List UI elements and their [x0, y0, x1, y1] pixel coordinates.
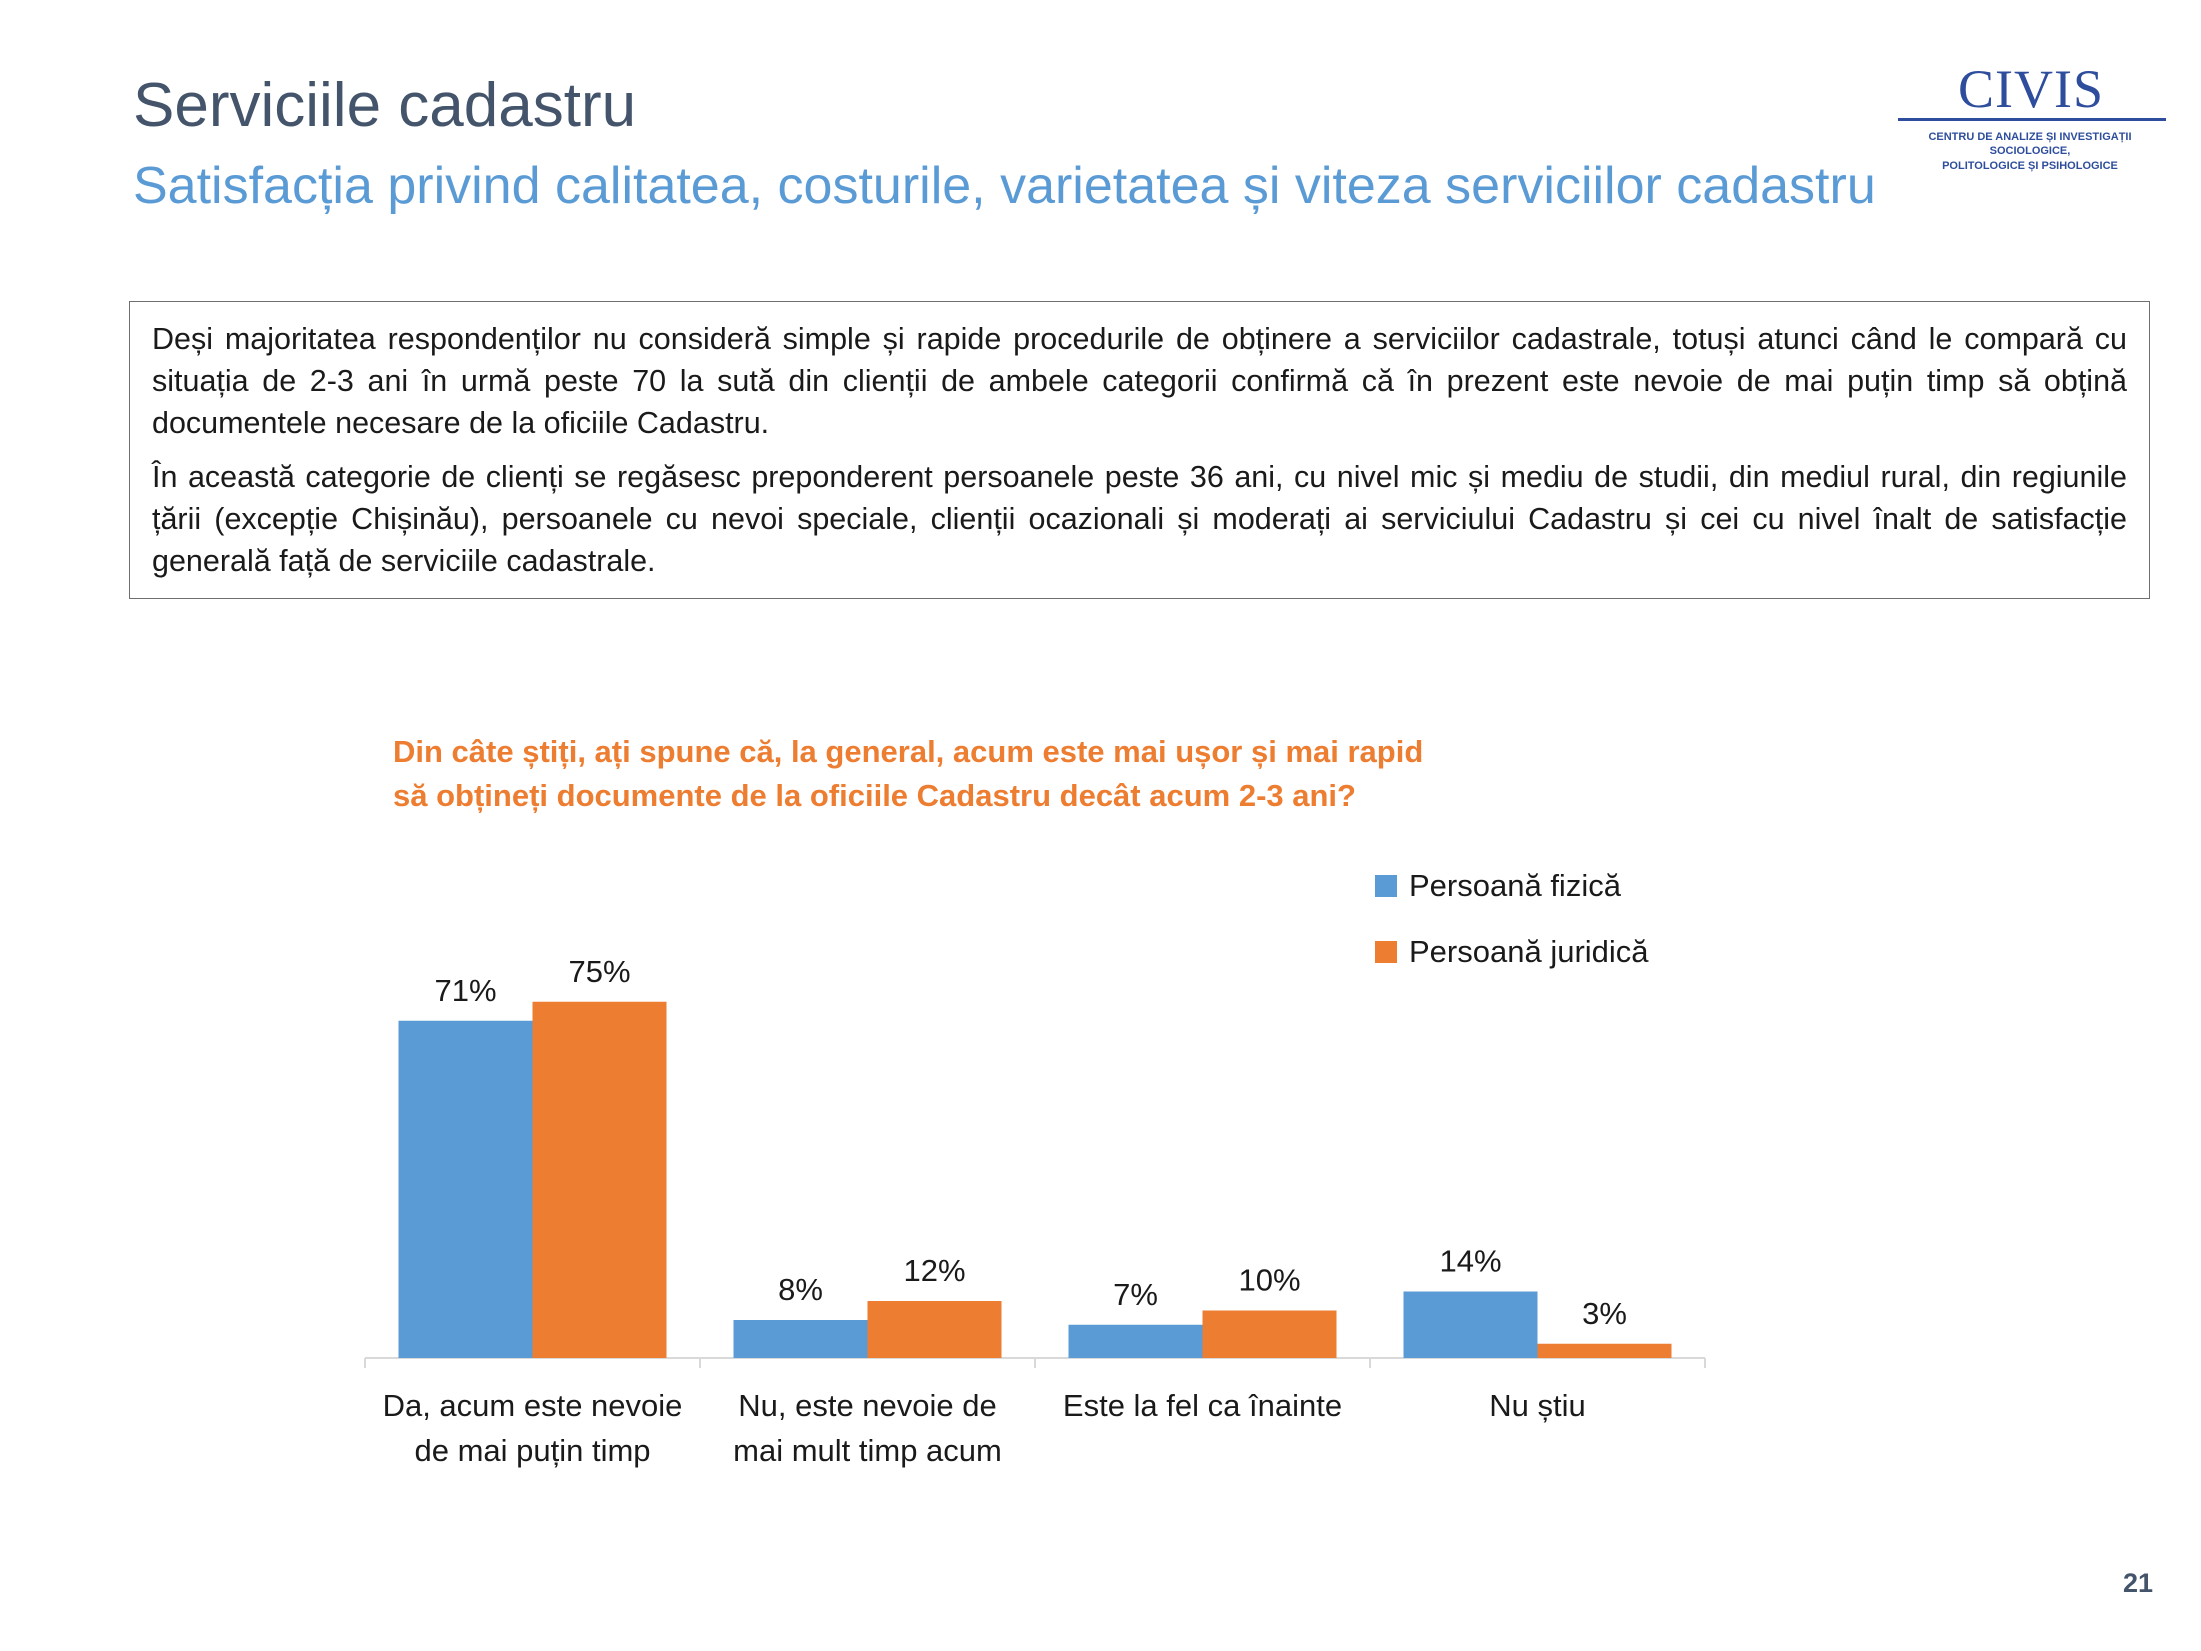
logo-caption: CENTRU DE ANALIZE ȘI INVESTIGAȚII SOCIOL… — [1890, 130, 2170, 173]
chart-legend: Persoană fizică Persoană juridică — [1375, 865, 1649, 997]
category-label: Este la fel ca înainte — [1063, 1388, 1342, 1423]
summary-paragraph-1: Deși majoritatea respondenților nu consi… — [152, 322, 2127, 440]
logo-line — [1898, 118, 2166, 121]
chart-title-line2: să obțineți documente de la oficiile Cad… — [393, 778, 1356, 813]
data-label: 8% — [778, 1272, 823, 1307]
data-label: 7% — [1113, 1277, 1158, 1312]
data-label: 14% — [1439, 1244, 1501, 1279]
bar-persoana-juridica — [1537, 1343, 1672, 1358]
bar-persoana-fizica — [733, 1320, 868, 1358]
legend-label-persoana-juridica: Persoană juridică — [1409, 934, 1649, 969]
legend-swatch-persoana-juridica — [1375, 941, 1397, 963]
legend-item-persoana-juridica: Persoană juridică — [1375, 931, 1649, 973]
summary-paragraph-2: În această categorie de clienți se regăs… — [152, 460, 2127, 578]
category-label: de mai puțin timp — [414, 1433, 650, 1468]
data-label: 10% — [1238, 1263, 1300, 1298]
chart-title-line1: Din câte știți, ați spune că, la general… — [393, 734, 1424, 769]
bar-persoana-juridica — [532, 1001, 667, 1358]
category-label: Nu știu — [1489, 1388, 1585, 1423]
page-subtitle: Satisfacția privind calitatea, costurile… — [133, 157, 1876, 215]
bar-persoana-juridica — [1202, 1310, 1337, 1358]
chart-title: Din câte știți, ați spune că, la general… — [393, 730, 1593, 818]
category-label: Da, acum este nevoie — [383, 1388, 683, 1423]
bar-persoana-juridica — [867, 1301, 1002, 1358]
data-label: 71% — [434, 973, 496, 1008]
category-label: mai mult timp acum — [733, 1433, 1002, 1468]
data-label: 12% — [903, 1253, 965, 1288]
category-label: Nu, este nevoie de — [738, 1388, 997, 1423]
bar-persoana-fizica — [398, 1020, 533, 1358]
summary-textbox: Deși majoritatea respondenților nu consi… — [129, 301, 2150, 599]
data-label: 75% — [568, 954, 630, 989]
page-number: 21 — [2122, 1568, 2153, 1598]
bar-persoana-fizica — [1403, 1291, 1538, 1358]
logo-caption-line1: CENTRU DE ANALIZE ȘI INVESTIGAȚII SOCIOL… — [1928, 131, 2132, 158]
page-title: Serviciile cadastru — [133, 71, 637, 140]
legend-label-persoana-fizica: Persoană fizică — [1409, 868, 1621, 903]
logo-caption-line2: POLITOLOGICE ȘI PSIHOLOGICE — [1942, 159, 2118, 172]
civis-logo: CIVIS CENTRU DE ANALIZE ȘI INVESTIGAȚII … — [1890, 58, 2170, 172]
legend-item-persoana-fizica: Persoană fizică — [1375, 865, 1649, 907]
legend-swatch-persoana-fizica — [1375, 875, 1397, 897]
logo-word: CIVIS — [1958, 59, 2105, 119]
bar-persoana-fizica — [1068, 1324, 1203, 1358]
data-label: 3% — [1582, 1296, 1627, 1331]
